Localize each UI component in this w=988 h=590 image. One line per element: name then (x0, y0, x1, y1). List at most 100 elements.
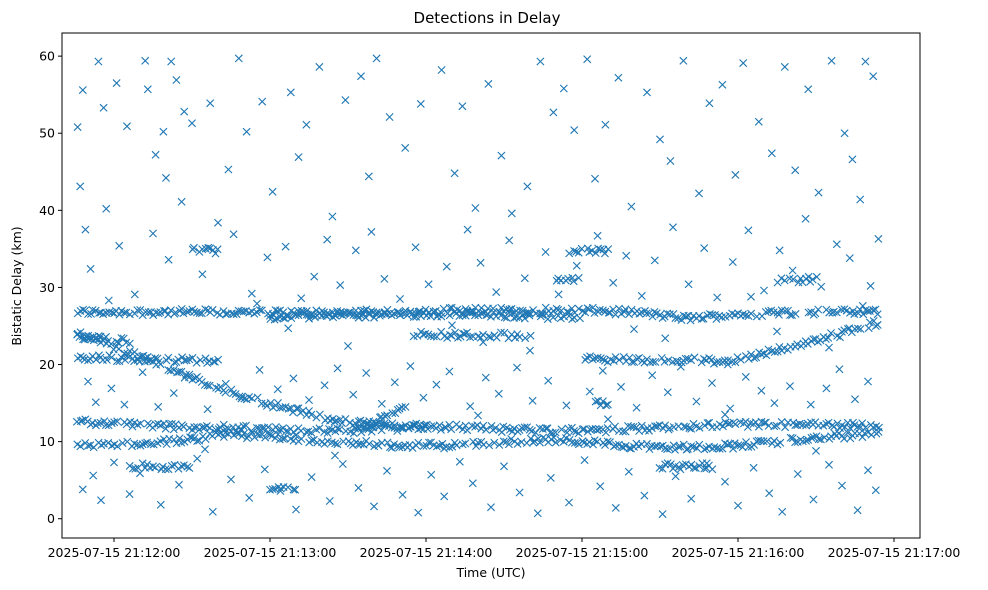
clutter-marker (362, 369, 371, 377)
detection-marker (470, 311, 479, 320)
detection-marker (104, 438, 113, 447)
detection-marker (543, 315, 552, 324)
clutter-marker (840, 129, 849, 138)
detection-marker (284, 483, 292, 492)
detection-marker (84, 331, 93, 340)
detection-marker (284, 404, 293, 413)
detection-marker (595, 425, 604, 434)
clutter-marker (726, 404, 735, 413)
detection-marker (196, 356, 205, 365)
detection-marker (604, 245, 613, 254)
clutter-marker (284, 324, 293, 333)
detection-marker (588, 355, 597, 364)
clutter-marker (344, 342, 352, 350)
detection-marker (88, 306, 97, 314)
detection-marker (821, 335, 830, 343)
detection-marker (325, 425, 334, 433)
detection-marker (261, 433, 270, 442)
clutter-marker (450, 169, 459, 178)
clutter-marker (856, 195, 865, 204)
detection-marker (604, 308, 613, 317)
clutter-marker (372, 54, 381, 63)
detection-marker (777, 417, 786, 426)
clutter-marker (814, 188, 823, 197)
clutter-marker (474, 411, 482, 420)
clutter-marker (739, 59, 748, 68)
y-tick-label: 0 (47, 511, 55, 526)
x-tick-label: 2025-07-15 21:12:00 (48, 545, 181, 560)
detection-marker (774, 310, 783, 319)
clutter-marker (778, 507, 787, 516)
clutter-marker (229, 230, 238, 239)
detection-marker (520, 423, 529, 432)
detection-marker (687, 424, 696, 433)
detection-marker (425, 438, 433, 447)
detection-marker (138, 459, 147, 468)
detection-marker (429, 332, 438, 341)
clutter-marker (458, 102, 467, 111)
detection-marker (395, 443, 404, 452)
clutter-marker (151, 150, 160, 159)
clutter-marker (533, 509, 542, 518)
clutter-marker (136, 469, 144, 478)
clutter-marker (526, 346, 534, 355)
detection-marker (629, 422, 638, 431)
detection-marker (807, 433, 816, 442)
detection-marker (436, 425, 445, 434)
detection-marker (455, 423, 464, 432)
detection-marker (208, 305, 217, 314)
detection-marker (161, 465, 170, 474)
detection-marker (479, 421, 488, 430)
clutter-marker (513, 363, 521, 372)
clutter-marker (268, 187, 277, 196)
clutter-marker (302, 120, 311, 129)
detection-marker (720, 356, 729, 365)
clutter-marker (643, 88, 651, 97)
detection-marker (650, 308, 659, 316)
detection-marker (598, 306, 607, 315)
detection-marker (421, 329, 430, 338)
detection-marker (827, 329, 835, 338)
clutter-marker (99, 103, 108, 112)
detection-marker (496, 328, 505, 337)
clutter-marker (695, 189, 703, 198)
clutter-marker (741, 372, 750, 381)
clutter-marker (744, 226, 753, 235)
detection-marker (455, 312, 464, 320)
clutter-marker (624, 467, 633, 476)
detection-marker (419, 442, 428, 450)
clutter-marker (354, 483, 363, 492)
detection-marker (574, 248, 583, 257)
detection-marker (829, 307, 838, 316)
detection-marker (205, 423, 214, 432)
clutter-marker (341, 96, 350, 105)
detection-marker (529, 306, 538, 315)
detection-marker (166, 366, 175, 375)
detection-marker (404, 423, 413, 432)
detection-marker (600, 249, 609, 258)
clutter-marker (442, 262, 451, 271)
detection-marker (291, 311, 300, 320)
detection-marker (697, 314, 706, 323)
detection-marker (798, 420, 807, 429)
clutter-marker (871, 486, 880, 495)
detection-marker (781, 307, 790, 315)
clutter-marker (559, 84, 568, 93)
detection-marker (871, 305, 880, 314)
detection-marker (229, 389, 237, 398)
clutter-marker (370, 502, 378, 511)
detection-marker (723, 440, 732, 449)
clutter-marker (721, 477, 729, 486)
clutter-marker (481, 373, 490, 382)
clutter-marker (874, 234, 883, 243)
clutter-marker (201, 445, 209, 454)
clutter-marker (487, 503, 495, 512)
detection-marker (615, 355, 624, 364)
detection-marker (278, 434, 287, 443)
detection-marker (803, 339, 812, 348)
detection-marker (247, 428, 256, 437)
detection-marker (162, 440, 171, 448)
detection-marker (437, 312, 446, 321)
detection-marker (611, 441, 620, 450)
detection-marker (386, 443, 394, 452)
